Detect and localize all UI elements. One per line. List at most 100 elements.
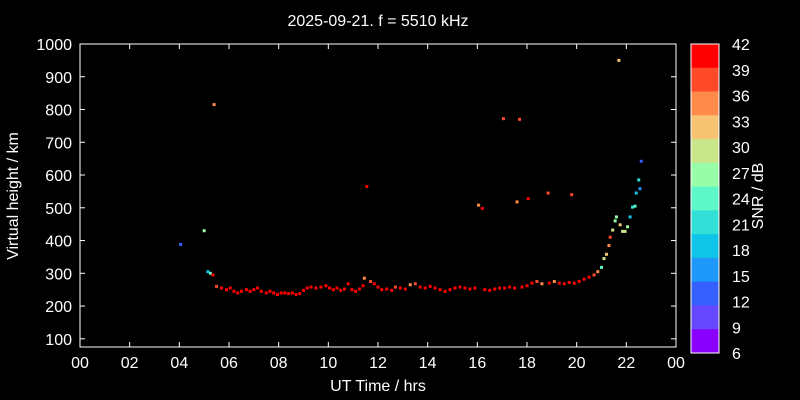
data-point <box>618 223 622 227</box>
data-point <box>518 117 522 121</box>
data-point <box>206 270 210 274</box>
data-point <box>362 276 366 280</box>
data-point <box>483 288 487 292</box>
data-point <box>508 285 512 289</box>
x-tick-label: 00 <box>71 355 89 372</box>
data-point <box>179 242 183 246</box>
colorbar-segment <box>691 44 719 69</box>
data-point <box>577 279 581 283</box>
data-point <box>408 283 412 287</box>
data-point <box>617 58 621 62</box>
data-point <box>275 293 279 297</box>
colorbar-segment <box>691 115 719 140</box>
data-point <box>570 193 574 197</box>
data-point <box>463 286 467 290</box>
data-point <box>268 289 272 293</box>
data-point <box>324 284 328 288</box>
colorbar <box>690 43 720 354</box>
data-point <box>212 103 216 107</box>
y-tick-label: 800 <box>45 103 72 120</box>
colorbar-tick-label: 33 <box>732 114 750 131</box>
colorbar-tick-label: 42 <box>732 37 750 54</box>
data-point <box>633 204 637 208</box>
data-point <box>232 289 236 293</box>
data-point <box>335 286 339 290</box>
data-point <box>298 292 302 296</box>
y-tick-label: 400 <box>45 234 72 251</box>
data-point <box>587 275 591 279</box>
x-tick-label: 08 <box>270 355 288 372</box>
x-tick-label: 18 <box>518 355 536 372</box>
data-point <box>350 288 354 292</box>
data-point <box>443 289 447 293</box>
data-point <box>613 219 617 223</box>
colorbar-segment <box>691 234 719 259</box>
colorbar-tick-label: 15 <box>732 269 750 286</box>
data-point <box>438 288 442 292</box>
data-point <box>501 117 505 121</box>
data-point <box>513 286 517 290</box>
data-point <box>493 287 497 291</box>
data-point <box>244 288 248 292</box>
colorbar-segment <box>691 186 719 211</box>
colorbar-tick-label: 24 <box>732 192 750 209</box>
colorbar-segment <box>691 281 719 306</box>
data-point <box>339 288 343 292</box>
x-tick-label: 22 <box>617 355 635 372</box>
data-point <box>380 288 384 292</box>
x-tick-label: 06 <box>220 355 238 372</box>
chart-title: 2025-09-21. f = 5510 kHz <box>287 13 468 30</box>
data-point <box>319 285 323 289</box>
x-tick-label: 14 <box>419 355 437 372</box>
data-point <box>525 284 529 288</box>
data-point <box>208 271 212 275</box>
x-tick-label: 20 <box>568 355 586 372</box>
y-tick-label: 100 <box>45 332 72 349</box>
y-tick-label: 600 <box>45 168 72 185</box>
data-points <box>179 58 643 297</box>
colorbar-segment <box>691 139 719 164</box>
x-tick-label: 04 <box>170 355 188 372</box>
data-point <box>283 291 287 295</box>
colorbar-frame <box>690 43 720 354</box>
data-point <box>369 279 373 283</box>
data-point <box>403 287 407 291</box>
data-point <box>428 284 432 288</box>
data-point <box>562 282 566 286</box>
data-point <box>290 291 294 295</box>
data-point <box>287 292 291 296</box>
colorbar-tick-label: 27 <box>732 166 750 183</box>
data-point <box>557 281 561 285</box>
data-point <box>418 285 422 289</box>
colorbar-tick-label: 9 <box>732 320 741 337</box>
data-point <box>614 215 618 219</box>
data-point <box>354 289 358 293</box>
data-point <box>423 286 427 290</box>
data-point <box>256 286 260 290</box>
data-point <box>634 191 638 195</box>
y-tick-label: 300 <box>45 266 72 283</box>
data-point <box>239 289 243 293</box>
data-point <box>228 286 232 290</box>
data-point <box>252 288 256 292</box>
data-point <box>498 286 502 290</box>
data-point <box>639 159 643 163</box>
colorbar-tick-label: 39 <box>732 63 750 80</box>
colorbar-segment <box>691 257 719 283</box>
data-point <box>547 281 551 285</box>
data-point <box>477 203 481 207</box>
y-tick-label: 1000 <box>36 37 72 54</box>
data-point <box>473 286 477 290</box>
data-point <box>215 284 219 288</box>
data-point <box>628 215 632 219</box>
data-point <box>608 235 612 239</box>
data-point <box>604 252 608 256</box>
colorbar-label: SNR / dB <box>750 163 767 230</box>
colorbar-segment <box>691 91 719 116</box>
data-point <box>225 288 229 292</box>
data-point <box>530 281 534 285</box>
data-point <box>357 287 361 291</box>
y-tick-label: 500 <box>45 201 72 218</box>
